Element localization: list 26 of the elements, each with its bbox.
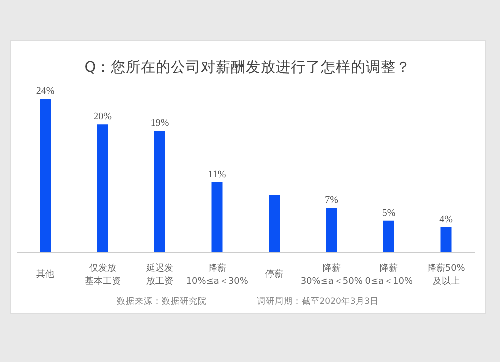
bar <box>440 227 452 253</box>
source-note: 数据来源：数据研究院 <box>116 296 207 308</box>
data-label: 7% <box>325 195 338 206</box>
chart-title: Q：您所在的公司对薪酬发放进行了怎样的调整？ <box>84 59 412 77</box>
x-tick-label: 延迟发放工资 <box>146 263 174 287</box>
bar <box>269 195 280 253</box>
text: 调研周期：截至2020年3月3日 <box>256 296 380 308</box>
bar <box>212 182 223 253</box>
data-label: 19% <box>150 118 170 130</box>
data-label: 20% <box>94 112 112 123</box>
bar <box>326 208 338 253</box>
data-label: 24% <box>36 86 55 97</box>
x-tick-label: 降薪 0≤a＜10% <box>365 263 414 287</box>
x-tick-label: 仅发放基本工资 <box>84 263 121 287</box>
x-tick-label: 其他 <box>36 269 55 280</box>
bar <box>97 124 108 253</box>
data-label: 5% <box>382 208 396 219</box>
x-tick-label: 降薪50% 及以上 <box>427 263 466 287</box>
x-tick-label: 降薪 10%≤a＜30% <box>186 263 249 287</box>
data-label: 11% <box>208 169 226 180</box>
bar <box>154 131 166 253</box>
x-tick-label: 停薪 <box>266 269 284 280</box>
data-label: 4% <box>440 214 453 226</box>
bar <box>384 220 394 253</box>
x-tick-label: 降薪 30%≤a＜50% <box>300 263 364 287</box>
bar <box>40 99 51 253</box>
